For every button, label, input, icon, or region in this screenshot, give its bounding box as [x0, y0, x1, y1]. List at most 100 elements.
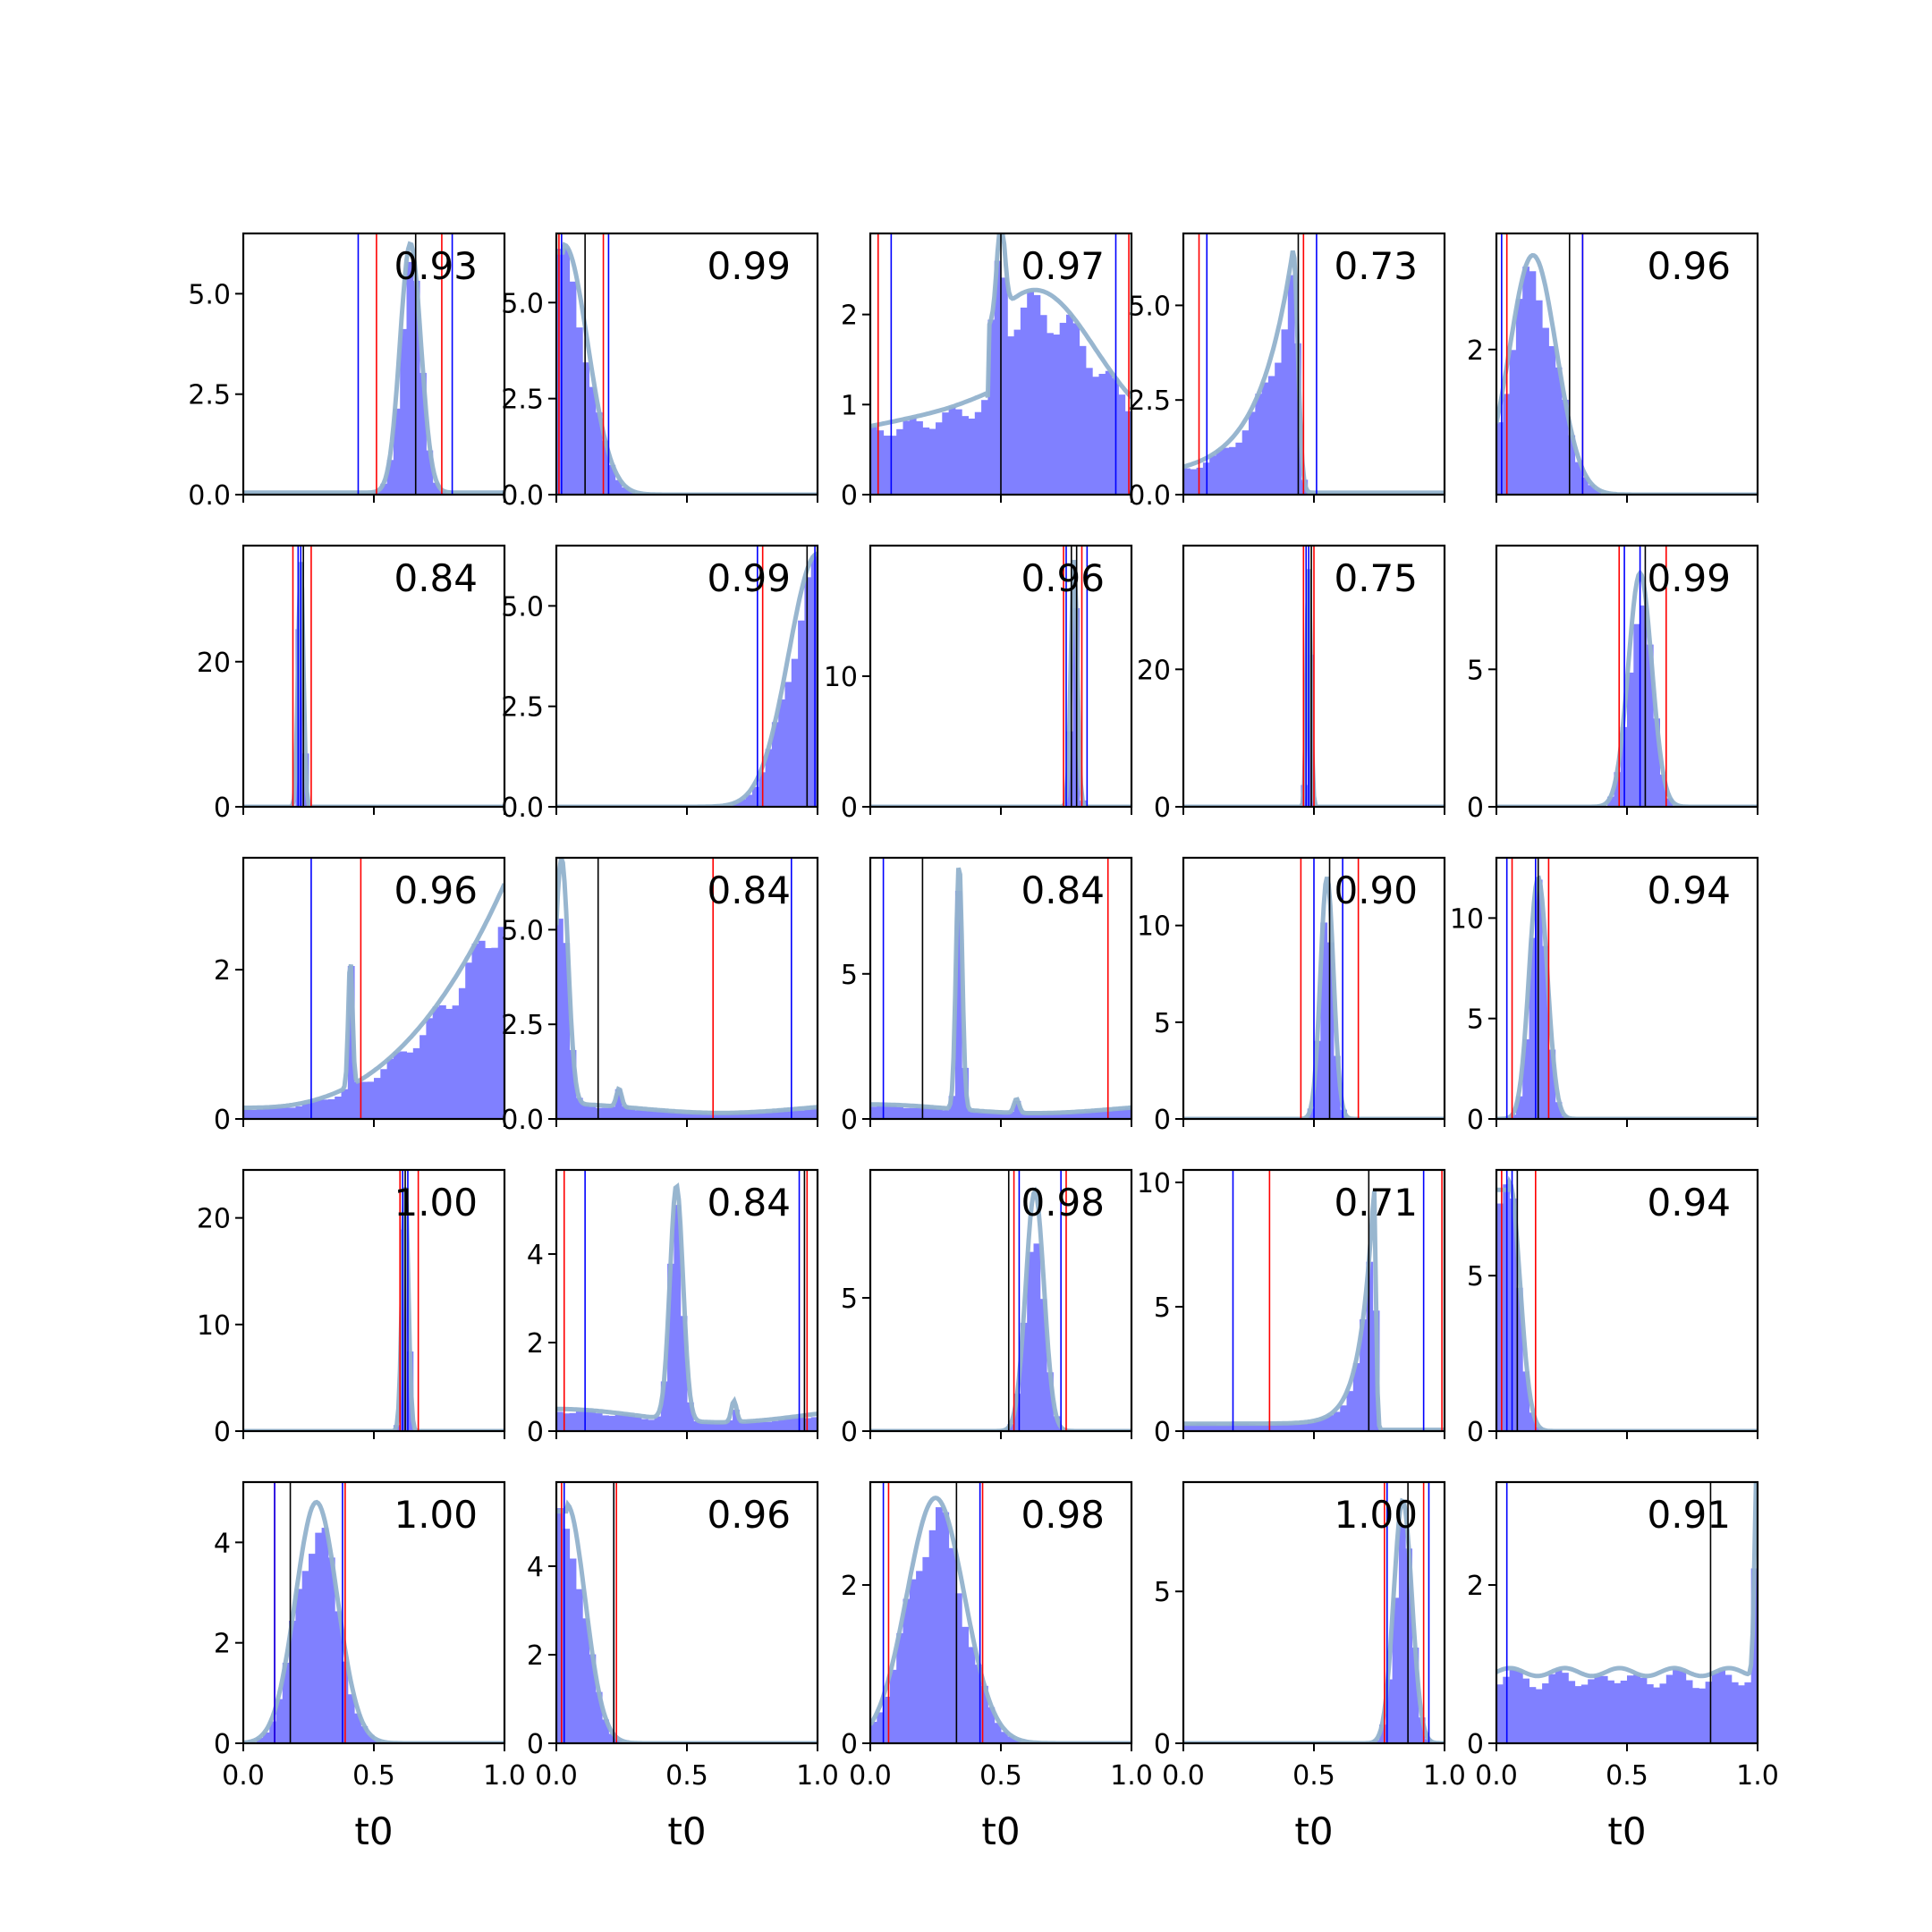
panel-score-label: 0.96: [394, 869, 478, 912]
histogram-bar: [289, 1621, 296, 1743]
y-tick-label: 10: [197, 1310, 231, 1342]
y-tick-label: 1: [841, 390, 858, 421]
subplot-6: 0 20 0.84: [197, 544, 506, 824]
histogram-bar: [1001, 1112, 1008, 1119]
histogram-bar: [771, 1420, 779, 1431]
histogram-bar: [1053, 335, 1061, 495]
histogram-bar: [1711, 1673, 1719, 1743]
histogram-bar: [974, 1111, 982, 1119]
histogram-bar: [739, 799, 747, 807]
histogram-bar: [1249, 411, 1256, 495]
histogram-bar: [439, 1004, 446, 1119]
histogram-bar: [784, 682, 792, 807]
panel-score-label: 0.84: [1021, 869, 1105, 912]
histogram-bar: [1222, 447, 1230, 495]
histogram-bar: [1496, 1203, 1504, 1431]
histogram-bar: [648, 1110, 655, 1119]
histogram-bar: [1033, 1243, 1041, 1431]
histogram-bar: [680, 1316, 688, 1431]
histogram-bar: [981, 1113, 988, 1119]
histogram-bar: [1352, 1363, 1360, 1431]
histogram-bar: [295, 1589, 303, 1743]
histogram-bar: [1548, 1049, 1556, 1119]
histogram-bar: [491, 947, 499, 1119]
histogram-bar: [426, 450, 434, 495]
histogram-bar: [614, 1089, 623, 1119]
panel-score-label: 0.96: [1647, 244, 1731, 288]
histogram-bar: [556, 1508, 564, 1743]
x-tick-label: 0.0: [222, 1760, 265, 1792]
histogram-bar: [1529, 1687, 1537, 1743]
histogram-bar: [1027, 291, 1034, 495]
histogram-bar: [1241, 1423, 1250, 1431]
y-tick-label: 5.0: [1128, 291, 1171, 322]
x-tick-label: 1.0: [483, 1760, 526, 1792]
histogram-bar: [1405, 1548, 1412, 1743]
histogram-bar: [1001, 277, 1008, 495]
histogram-bar: [582, 1618, 589, 1743]
histogram-bar: [870, 1722, 877, 1743]
histogram-bar: [275, 1699, 284, 1743]
histogram-bar: [1190, 469, 1198, 495]
histogram-bar: [798, 1110, 805, 1119]
histogram-bar: [341, 1089, 349, 1119]
histogram-bar: [667, 1111, 674, 1119]
histogram-bar: [589, 1654, 597, 1743]
histogram-bar: [295, 1106, 303, 1119]
y-tick-label: 0: [1467, 1417, 1484, 1448]
histogram-bar: [1046, 1372, 1054, 1431]
histogram-bar: [660, 1381, 668, 1431]
histogram-bar: [1673, 1668, 1680, 1743]
histogram-bar: [595, 1413, 603, 1431]
histogram-bar: [1574, 462, 1582, 495]
y-tick-label: 2: [841, 301, 858, 332]
histogram-bar: [1013, 329, 1021, 495]
histogram-bar: [948, 1547, 956, 1743]
histogram-bar: [269, 1721, 276, 1743]
histogram-bar: [282, 1107, 290, 1119]
histogram-bar: [582, 1105, 589, 1119]
histogram-bar: [406, 1052, 414, 1119]
histogram-bar: [1072, 323, 1080, 495]
histogram-bar: [347, 1694, 355, 1743]
histogram-bar: [1379, 1724, 1386, 1743]
histogram-bar: [987, 319, 996, 495]
histogram-bar: [1555, 367, 1563, 495]
histogram-bar: [1287, 1423, 1295, 1431]
kde-line: [243, 883, 504, 1110]
histogram-bar: [262, 1107, 270, 1119]
histogram-bar: [810, 1417, 818, 1431]
histogram-bar: [380, 483, 388, 495]
histogram-bar: [1548, 345, 1556, 495]
subplot-18: 050.98: [841, 1168, 1133, 1448]
histogram-bar: [367, 1081, 375, 1119]
histogram-bar: [1515, 1096, 1523, 1119]
histogram-bar: [791, 1417, 799, 1431]
histogram-bar: [1646, 1684, 1654, 1743]
histogram-bar: [1548, 1674, 1556, 1743]
histogram-bar: [386, 460, 394, 495]
histogram-bar: [1066, 1113, 1073, 1119]
histogram-bar: [589, 1411, 597, 1431]
histogram-bar: [928, 1107, 936, 1119]
histogram-bar: [942, 1512, 950, 1743]
histogram-bar: [393, 1052, 401, 1119]
histogram-bar: [432, 482, 440, 495]
histogram-bar: [1659, 774, 1667, 807]
histogram-bar: [922, 427, 930, 495]
histogram-bar: [243, 1109, 250, 1119]
histogram-bar: [1216, 1425, 1224, 1431]
histogram-bar: [256, 1738, 264, 1743]
histogram-bar: [889, 1669, 897, 1743]
subplot-plot-area: [1496, 858, 1758, 1119]
histogram-bar: [269, 1106, 276, 1119]
histogram-bar: [870, 1106, 877, 1119]
subplot-14: 0 5 10 0.90: [1137, 856, 1446, 1136]
histogram-bar: [1320, 1418, 1328, 1431]
histogram-bar: [380, 1069, 388, 1119]
subplot-plot-area: [1496, 1170, 1758, 1431]
histogram-bar: [1588, 485, 1595, 495]
histogram-bar: [936, 422, 943, 495]
x-tick-label: 0.5: [979, 1760, 1022, 1792]
histogram-bar: [745, 1112, 753, 1119]
